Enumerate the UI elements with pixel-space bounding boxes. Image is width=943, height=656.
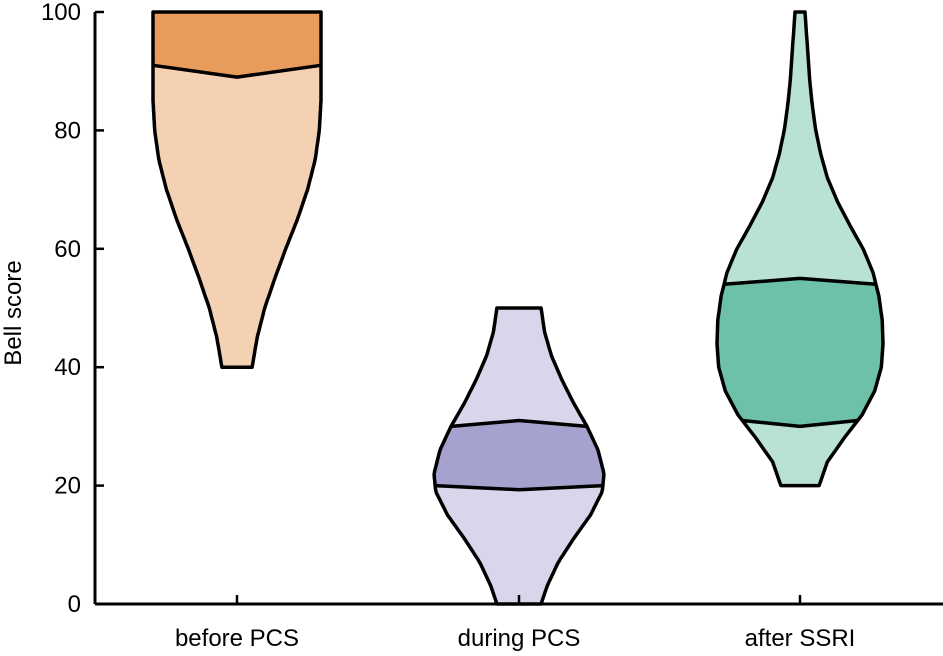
lower-quartile-line	[435, 483, 603, 492]
quartile-band	[434, 420, 604, 490]
y-ticks: 0 20 40 60 80 100	[41, 0, 104, 618]
y-tick-label: 60	[54, 236, 81, 263]
x-tick-label: during PCS	[458, 625, 581, 652]
y-axis-label: Bell score	[0, 260, 27, 365]
violin-body	[153, 12, 321, 368]
quartile-band	[153, 12, 321, 78]
quartile-band	[717, 278, 883, 427]
violins-layer	[151, 10, 885, 606]
y-tick-label: 80	[54, 117, 81, 144]
x-tick-label: before PCS	[175, 625, 299, 652]
y-tick-label: 0	[68, 591, 81, 618]
upper-quartile-line	[723, 276, 877, 287]
x-ticks: before PCS during PCS after SSRI	[175, 595, 855, 652]
lower-quartile-line	[152, 63, 322, 79]
y-tick-label: 40	[54, 354, 81, 381]
violin-outline	[151, 10, 323, 369]
violin-before-pcs	[151, 10, 323, 369]
violin-outline	[715, 10, 885, 488]
x-tick-label: after SSRI	[745, 625, 856, 652]
violin-during-pcs	[432, 306, 606, 606]
violin-after-ssri	[715, 10, 885, 488]
y-tick-label: 20	[54, 473, 81, 500]
violin-outline	[432, 306, 606, 606]
y-tick-label: 100	[41, 0, 81, 26]
upper-quartile-line	[450, 418, 588, 429]
lower-quartile-line	[742, 418, 858, 429]
